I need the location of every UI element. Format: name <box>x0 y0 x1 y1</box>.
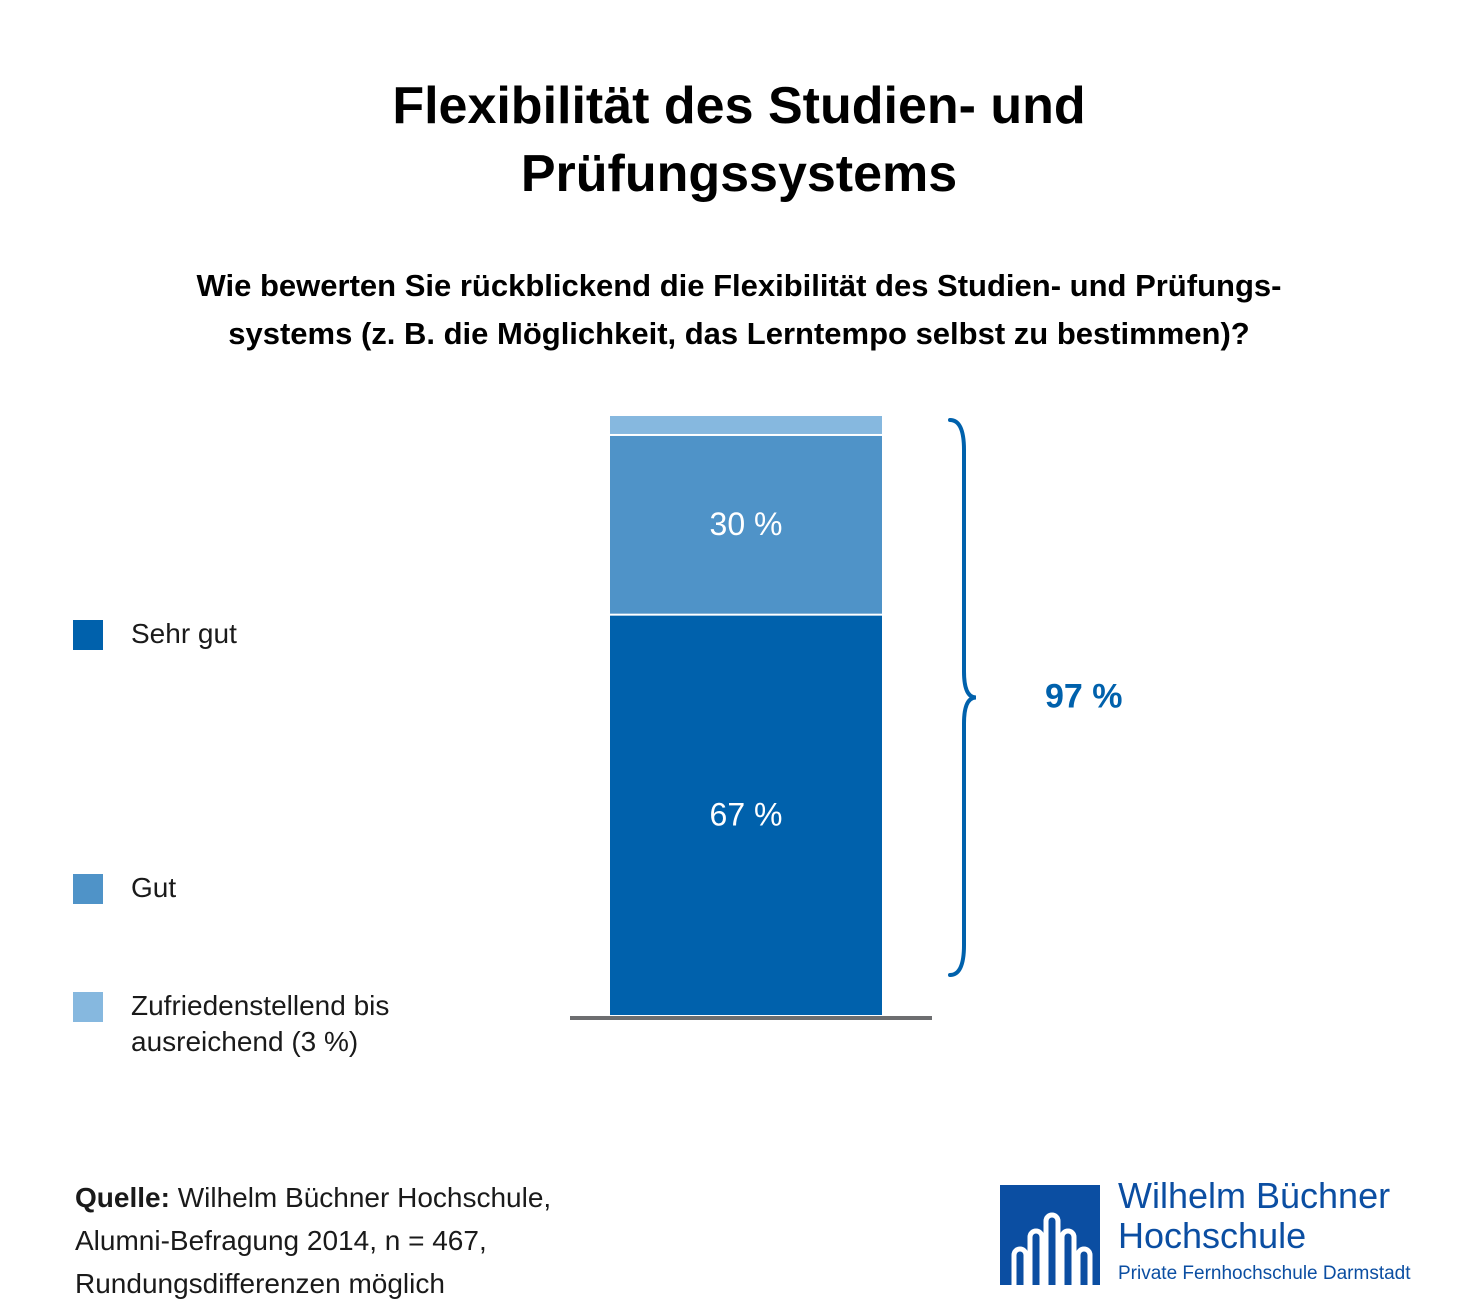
source-label: Quelle: <box>75 1182 170 1213</box>
university-logo-subline: Private Fernhochschule Darmstadt <box>1118 1263 1411 1284</box>
source-line-3: Rundungsdifferenzen möglich <box>75 1268 445 1299</box>
legend-swatch-sehr-gut <box>73 620 103 650</box>
chart-title-text: Flexibilität des Studien- und Prüfungssy… <box>392 77 1086 203</box>
question-line-2: systems (z. B. die Möglichkeit, das Lern… <box>228 316 1250 351</box>
university-logo-name: Wilhelm Büchner Hochschule <box>1118 1176 1458 1256</box>
legend-label-sehr-gut: Sehr gut <box>131 618 237 649</box>
total-bracket <box>948 418 977 978</box>
legend-swatch-gut <box>73 874 103 904</box>
survey-question: Wie bewerten Sie rückblickend die Flexib… <box>40 262 1438 358</box>
legend-label-gut: Gut <box>131 872 177 903</box>
source-note: Quelle: Wilhelm Büchner Hochschule, Alum… <box>75 1176 695 1305</box>
legend-swatch-zufriedenstellend <box>73 992 103 1022</box>
chart-title: Flexibilität des Studien- und Prüfungssy… <box>0 72 1478 208</box>
logo-name-line-2: Hochschule <box>1118 1215 1307 1256</box>
university-logo-icon <box>1000 1185 1100 1285</box>
legend-label-zufriedenstellend: Zufriedenstellend bis ausreichend (3 %) <box>131 990 390 1057</box>
question-line-1: Wie bewerten Sie rückblickend die Flexib… <box>196 268 1282 303</box>
bar-segment-2 <box>610 416 882 434</box>
bar-segment-0 <box>610 615 882 1015</box>
bar-segment-1 <box>610 435 882 614</box>
bar-label-0: 67 % <box>710 796 783 832</box>
bar-label-1: 30 % <box>710 506 783 542</box>
total-label: 97 % <box>1045 678 1123 716</box>
source-line-2: Alumni-Befragung 2014, n = 467, <box>75 1225 487 1256</box>
source-line-1: Wilhelm Büchner Hochschule, <box>169 1182 552 1213</box>
logo-name-line-1: Wilhelm Büchner <box>1118 1175 1391 1216</box>
